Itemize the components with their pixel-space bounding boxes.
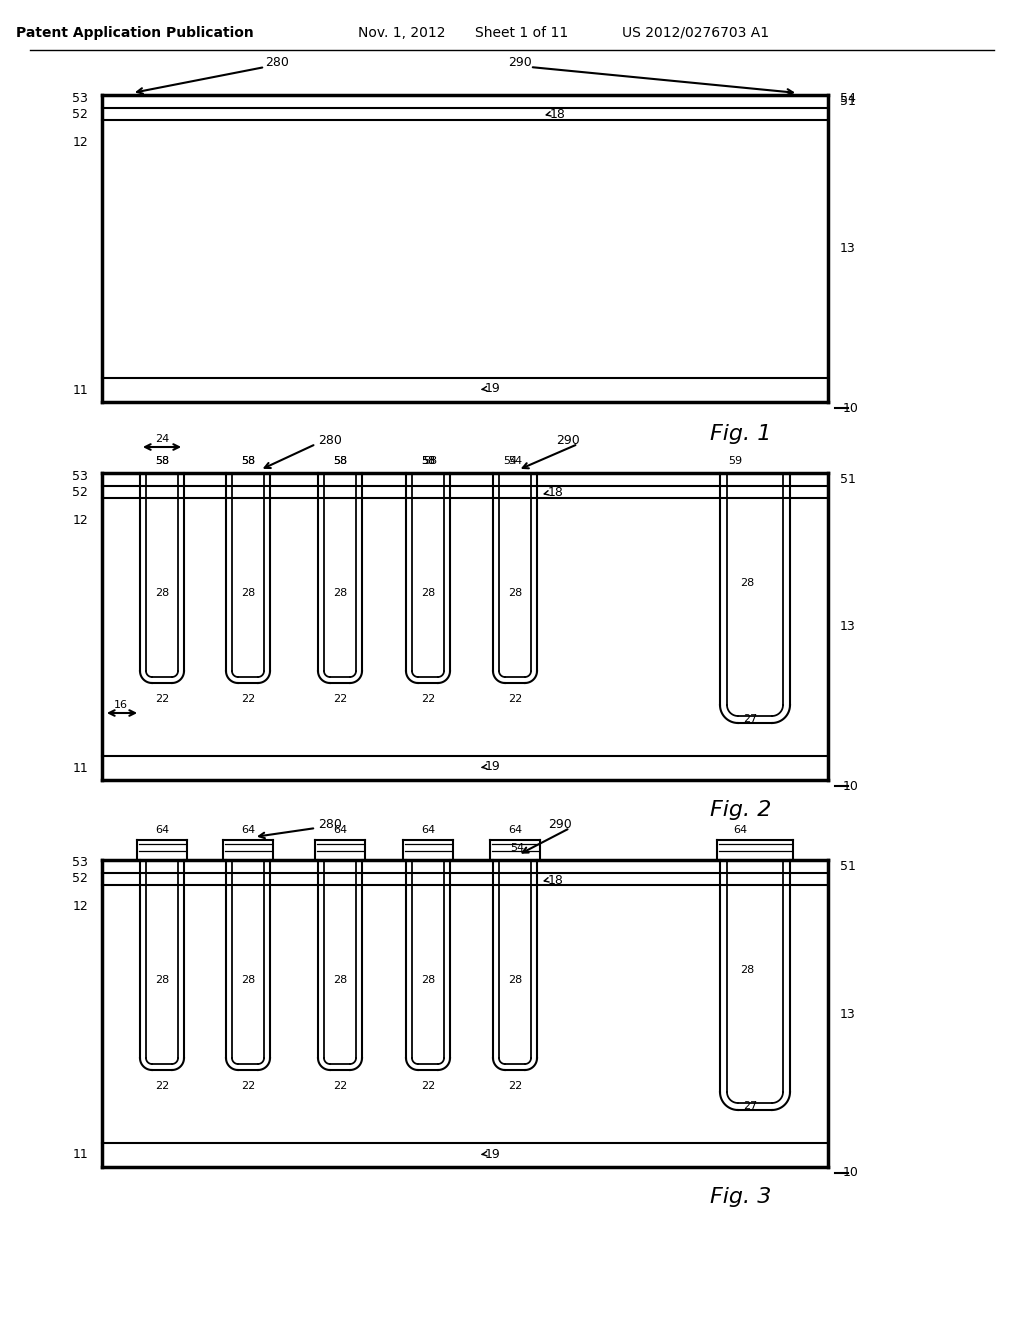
Text: 22: 22 <box>333 1081 347 1092</box>
Text: Sheet 1 of 11: Sheet 1 of 11 <box>475 26 568 40</box>
Text: 58: 58 <box>155 455 169 466</box>
Text: 52: 52 <box>72 873 88 886</box>
Text: 28: 28 <box>241 587 255 598</box>
Text: 10: 10 <box>843 780 859 792</box>
Text: Fig. 1: Fig. 1 <box>710 424 771 444</box>
Text: 22: 22 <box>508 694 522 704</box>
Text: 22: 22 <box>241 694 255 704</box>
Text: 59: 59 <box>728 455 742 466</box>
Text: 10: 10 <box>843 401 859 414</box>
Text: 58: 58 <box>241 455 255 466</box>
Text: 22: 22 <box>333 694 347 704</box>
Text: 22: 22 <box>508 1081 522 1092</box>
Text: 28: 28 <box>333 975 347 985</box>
Text: 22: 22 <box>155 694 169 704</box>
Text: 53: 53 <box>72 470 88 483</box>
Text: 28: 28 <box>333 587 347 598</box>
Text: 64: 64 <box>421 825 435 836</box>
Text: 13: 13 <box>840 243 856 256</box>
Text: 58: 58 <box>333 455 347 466</box>
Text: 19: 19 <box>485 1147 501 1160</box>
Text: 11: 11 <box>73 762 88 775</box>
Text: 280: 280 <box>318 434 342 447</box>
Text: 290: 290 <box>548 818 571 832</box>
Text: 18: 18 <box>548 874 564 887</box>
Text: 280: 280 <box>265 57 289 70</box>
Text: 58: 58 <box>333 455 347 466</box>
Text: 64: 64 <box>155 825 169 836</box>
Text: 22: 22 <box>155 1081 169 1092</box>
Text: 13: 13 <box>840 620 856 634</box>
Text: 28: 28 <box>421 975 435 985</box>
Text: Nov. 1, 2012: Nov. 1, 2012 <box>358 26 445 40</box>
Text: 53: 53 <box>72 91 88 104</box>
Text: 24: 24 <box>155 434 169 444</box>
Text: 64: 64 <box>241 825 255 836</box>
Text: 18: 18 <box>550 107 566 120</box>
Text: 22: 22 <box>241 1081 255 1092</box>
Text: 64: 64 <box>508 825 522 836</box>
Text: 10: 10 <box>843 1167 859 1180</box>
Text: 64: 64 <box>733 825 748 836</box>
Text: 52: 52 <box>72 486 88 499</box>
Text: 280: 280 <box>318 818 342 832</box>
Text: 28: 28 <box>155 587 169 598</box>
Text: 52: 52 <box>72 107 88 120</box>
Text: 22: 22 <box>421 1081 435 1092</box>
Text: 11: 11 <box>73 384 88 396</box>
Text: 16: 16 <box>114 700 128 710</box>
Text: 18: 18 <box>548 487 564 499</box>
Text: 28: 28 <box>155 975 169 985</box>
Text: 27: 27 <box>742 1101 757 1111</box>
Text: 54: 54 <box>510 843 524 853</box>
Text: 28: 28 <box>241 975 255 985</box>
Text: 12: 12 <box>73 513 88 527</box>
Text: Fig. 2: Fig. 2 <box>710 800 771 820</box>
Text: 13: 13 <box>840 1007 856 1020</box>
Text: 22: 22 <box>421 694 435 704</box>
Text: 28: 28 <box>740 578 754 587</box>
Text: 54: 54 <box>840 91 856 104</box>
Text: 58: 58 <box>155 455 169 466</box>
Text: 51: 51 <box>840 473 856 486</box>
Text: 27: 27 <box>742 714 757 723</box>
Text: 53: 53 <box>72 857 88 870</box>
Text: Patent Application Publication: Patent Application Publication <box>16 26 254 40</box>
Text: 12: 12 <box>73 900 88 913</box>
Text: 290: 290 <box>556 434 580 447</box>
Text: 290: 290 <box>508 57 531 70</box>
Text: 64: 64 <box>333 825 347 836</box>
Text: 19: 19 <box>485 760 501 774</box>
Text: 12: 12 <box>73 136 88 149</box>
Text: US 2012/0276703 A1: US 2012/0276703 A1 <box>622 26 769 40</box>
Text: 28: 28 <box>508 587 522 598</box>
Text: 58: 58 <box>423 455 437 466</box>
Text: 58: 58 <box>421 455 435 466</box>
Text: 51: 51 <box>840 861 856 873</box>
Text: 58: 58 <box>241 455 255 466</box>
Text: 19: 19 <box>485 383 501 396</box>
Text: 28: 28 <box>421 587 435 598</box>
Text: 51: 51 <box>840 95 856 108</box>
Text: 28: 28 <box>740 965 754 975</box>
Text: 54: 54 <box>508 455 522 466</box>
Text: Fig. 3: Fig. 3 <box>710 1187 771 1206</box>
Text: 54: 54 <box>503 455 517 466</box>
Text: 28: 28 <box>508 975 522 985</box>
Text: 11: 11 <box>73 1148 88 1162</box>
Text: 58: 58 <box>421 455 435 466</box>
